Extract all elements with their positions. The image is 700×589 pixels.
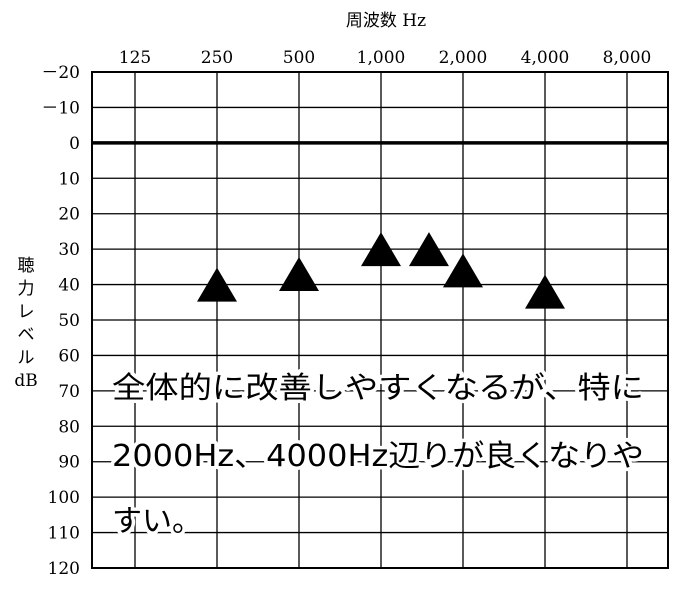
data-point-triangle [361,232,401,267]
y-tick-label: 70 [58,382,80,402]
y-tick-label: 40 [58,276,80,296]
y-tick-label: 110 [48,524,80,544]
annotation-line: 2000Hz、4000Hz辺りが良くなりや [112,439,644,474]
y-tick-label: 120 [48,559,80,579]
x-tick-label: 125 [119,48,151,68]
y-tick-label: 50 [58,311,80,331]
y-tick-label: 0 [69,134,80,154]
x-tick-label: 2,000 [439,48,488,68]
y-axis-title-char: ベ [18,325,35,345]
y-tick-label: 100 [48,488,80,508]
x-tick-label: 500 [283,48,315,68]
y-axis-title-char: 聴 [18,256,35,276]
grid [92,71,668,569]
data-point-triangle [197,267,237,302]
x-tick-label: 250 [201,48,233,68]
x-tick-label: 8,000 [603,48,652,68]
y-tick-label: －20 [41,63,80,83]
y-tick-label: 60 [58,346,80,366]
annotation-line: 全体的に改善しやすくなるが、特に [112,371,644,406]
y-tick-label: 80 [58,417,80,437]
y-axis-title-char: レ [18,302,35,322]
x-tick-labels: 125 250 500 1,000 2,000 4,000 8,000 [119,48,652,68]
plot-frame [91,71,669,569]
y-tick-label: 30 [58,240,80,260]
y-tick-label: 90 [58,453,80,473]
y-axis-title-char: ル [18,348,35,368]
data-markers [197,232,565,309]
x-tick-label: 4,000 [521,48,570,68]
y-tick-label: 20 [58,205,80,225]
x-axis-title: 周波数 Hz [346,11,426,31]
y-tick-label: －10 [41,98,80,118]
data-point-triangle [408,232,449,267]
data-point-triangle [443,253,483,288]
data-point-triangle [525,274,565,309]
y-axis-title-char: 力 [18,279,35,299]
y-axis-title-char: dB [14,371,37,391]
y-tick-label: 10 [58,169,80,189]
data-point-triangle [279,256,319,291]
x-tick-label: 1,000 [357,48,406,68]
annotation-line: すい。 [112,504,202,539]
y-tick-labels: －20 －10 0 10 20 30 40 50 60 70 80 90 100 110 120 [41,63,80,579]
